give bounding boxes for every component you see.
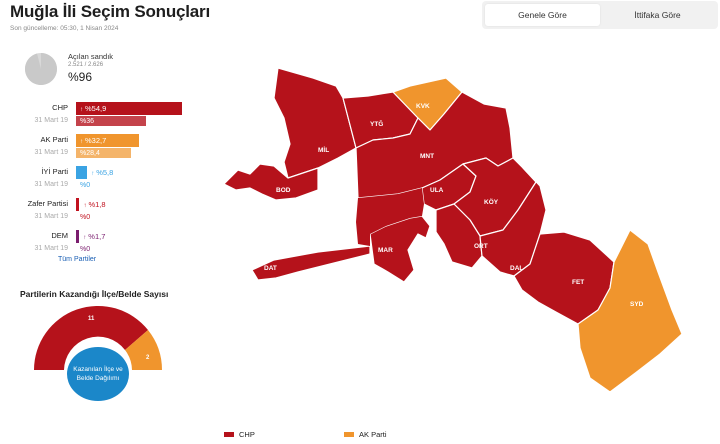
page-title: Muğla İli Seçim Sonuçları	[10, 2, 210, 21]
party-name: DEM	[51, 231, 68, 240]
district-mil[interactable]	[273, 67, 357, 179]
party-bar-current: ↑ %32,7	[76, 134, 140, 147]
party-prev-label: 31 Mart 19	[34, 117, 68, 124]
party-bar-prev-fill	[76, 116, 146, 126]
party-bar-fill	[76, 166, 88, 179]
party-prev-label: 31 Mart 19	[34, 149, 68, 156]
party-prev-value: %36	[80, 117, 95, 125]
party-bar-fill	[76, 134, 140, 147]
legend-akp-label: AK Parti	[359, 430, 387, 439]
legend-chp: CHP	[224, 430, 255, 439]
district-button-line2: Belde Dağılımı	[76, 375, 120, 382]
tab-general[interactable]: Genele Göre	[485, 4, 600, 26]
legend-akp: AK Parti	[344, 430, 387, 439]
map-label-dal: DAL	[510, 265, 523, 272]
party-prev-value: %28,4	[80, 149, 100, 157]
party-prev-label: 31 Mart 19	[34, 245, 68, 252]
map-label-fet: FET	[572, 279, 584, 286]
party-bar-previous: %0	[76, 244, 90, 254]
legend-akp-swatch	[344, 432, 354, 437]
party-row: Zafer Partisi 31 Mart 19 ↑ %1,8 %0	[0, 197, 220, 227]
ballot-pie-icon	[24, 53, 57, 85]
ballot-count: 2.521 / 2.626	[68, 62, 104, 68]
party-row: AK Parti 31 Mart 19 ↑ %32,7 %28,4	[0, 133, 220, 163]
mugla-district-map: MİL YTĞ KVK MNT BOD ULA KÖY MAR ORT DAL …	[223, 67, 683, 393]
trend-up-icon: ↑	[91, 171, 95, 177]
party-prev-value: %0	[80, 213, 91, 221]
party-bar-fill	[76, 198, 80, 211]
map-label-koy: KÖY	[484, 197, 499, 206]
party-row: İYİ Parti 31 Mart 19 ↑ %5,8 %0	[0, 165, 220, 195]
district-dat[interactable]	[251, 245, 371, 281]
party-bar-current: ↑ %1,7	[76, 230, 105, 243]
district-dal[interactable]	[479, 167, 547, 277]
party-bar-prev-fill	[76, 148, 131, 158]
party-value: %54,9	[85, 104, 107, 113]
party-bar-fill	[76, 230, 80, 243]
all-parties-link[interactable]: Tüm Partiler	[58, 256, 97, 263]
district-mar[interactable]	[369, 215, 431, 283]
party-value: %32,7	[85, 136, 107, 145]
party-value: %5,8	[96, 168, 114, 177]
gauge-akp-count: 2	[146, 355, 150, 361]
party-value: %1,8	[88, 200, 106, 209]
gauge-chp-segment	[33, 305, 148, 370]
party-bar-previous: %0	[76, 212, 90, 222]
party-bar-current: ↑ %1,8	[76, 198, 106, 211]
district-button-line1: Kazanılan İlçe ve	[73, 365, 123, 373]
ballot-percent: %96	[68, 70, 93, 84]
map-label-dat: DAT	[264, 265, 277, 272]
district-bod[interactable]	[223, 163, 319, 201]
map-label-ytg: YTĞ	[370, 119, 383, 128]
district-distribution-button[interactable]: Kazanılan İlçe ve Belde Dağılımı	[64, 344, 132, 404]
map-label-mar: MAR	[378, 247, 393, 254]
legend-chp-label: CHP	[239, 430, 255, 439]
party-name: AK Parti	[40, 135, 68, 144]
map-label-ort: ORT	[474, 243, 488, 250]
legend-chp-swatch	[224, 432, 234, 437]
map-label-mnt: MNT	[420, 153, 434, 160]
party-bar-previous: %0	[76, 180, 90, 190]
map-label-ula: ULA	[430, 187, 444, 194]
party-prev-label: 31 Mart 19	[34, 213, 68, 220]
trend-up-icon: ↑	[80, 139, 83, 145]
party-prev-value: %0	[80, 181, 91, 189]
party-row: DEM 31 Mart 19 ↑ %1,7 %0	[0, 229, 220, 259]
map-label-mil: MİL	[318, 146, 329, 154]
map-label-kvk: KVK	[416, 103, 430, 110]
party-bar-previous: %36	[76, 116, 146, 126]
view-tabs: Genele Göre İttifaka Göre	[482, 1, 718, 29]
party-bar-fill	[76, 102, 182, 115]
trend-up-icon: ↑	[83, 203, 87, 209]
party-value: %1,7	[88, 232, 106, 241]
party-name: CHP	[52, 103, 68, 112]
map-gulf-strip	[356, 188, 424, 246]
district-count-gauge	[33, 305, 163, 370]
party-prev-value: %0	[80, 245, 91, 253]
districts-panel-title: Partilerin Kazandığı İlçe/Belde Sayısı	[20, 289, 169, 299]
map-label-syd: SYD	[630, 301, 644, 308]
district-syd[interactable]	[577, 229, 683, 393]
tab-alliance[interactable]: İttifaka Göre	[634, 10, 681, 20]
last-updated: Son güncelleme: 05:30, 1 Nisan 2024	[10, 25, 119, 32]
ballot-label: Açılan sandık	[68, 52, 114, 61]
party-name: Zafer Partisi	[27, 199, 68, 208]
trend-up-icon: ↑	[83, 235, 87, 241]
map-label-bod: BOD	[276, 187, 291, 194]
party-name: İYİ Parti	[41, 167, 68, 176]
party-row: CHP 31 Mart 19 ↑ %54,9 %36	[0, 101, 220, 131]
party-bar-current: ↑ %5,8	[76, 166, 113, 179]
party-bar-previous: %28,4	[76, 148, 131, 158]
trend-up-icon: ↑	[80, 107, 83, 113]
district-ort[interactable]	[435, 203, 483, 269]
gauge-akp-segment	[125, 330, 163, 370]
party-bar-current: ↑ %54,9	[76, 102, 182, 115]
gauge-chp-count: 11	[88, 316, 95, 322]
party-prev-label: 31 Mart 19	[34, 181, 68, 188]
